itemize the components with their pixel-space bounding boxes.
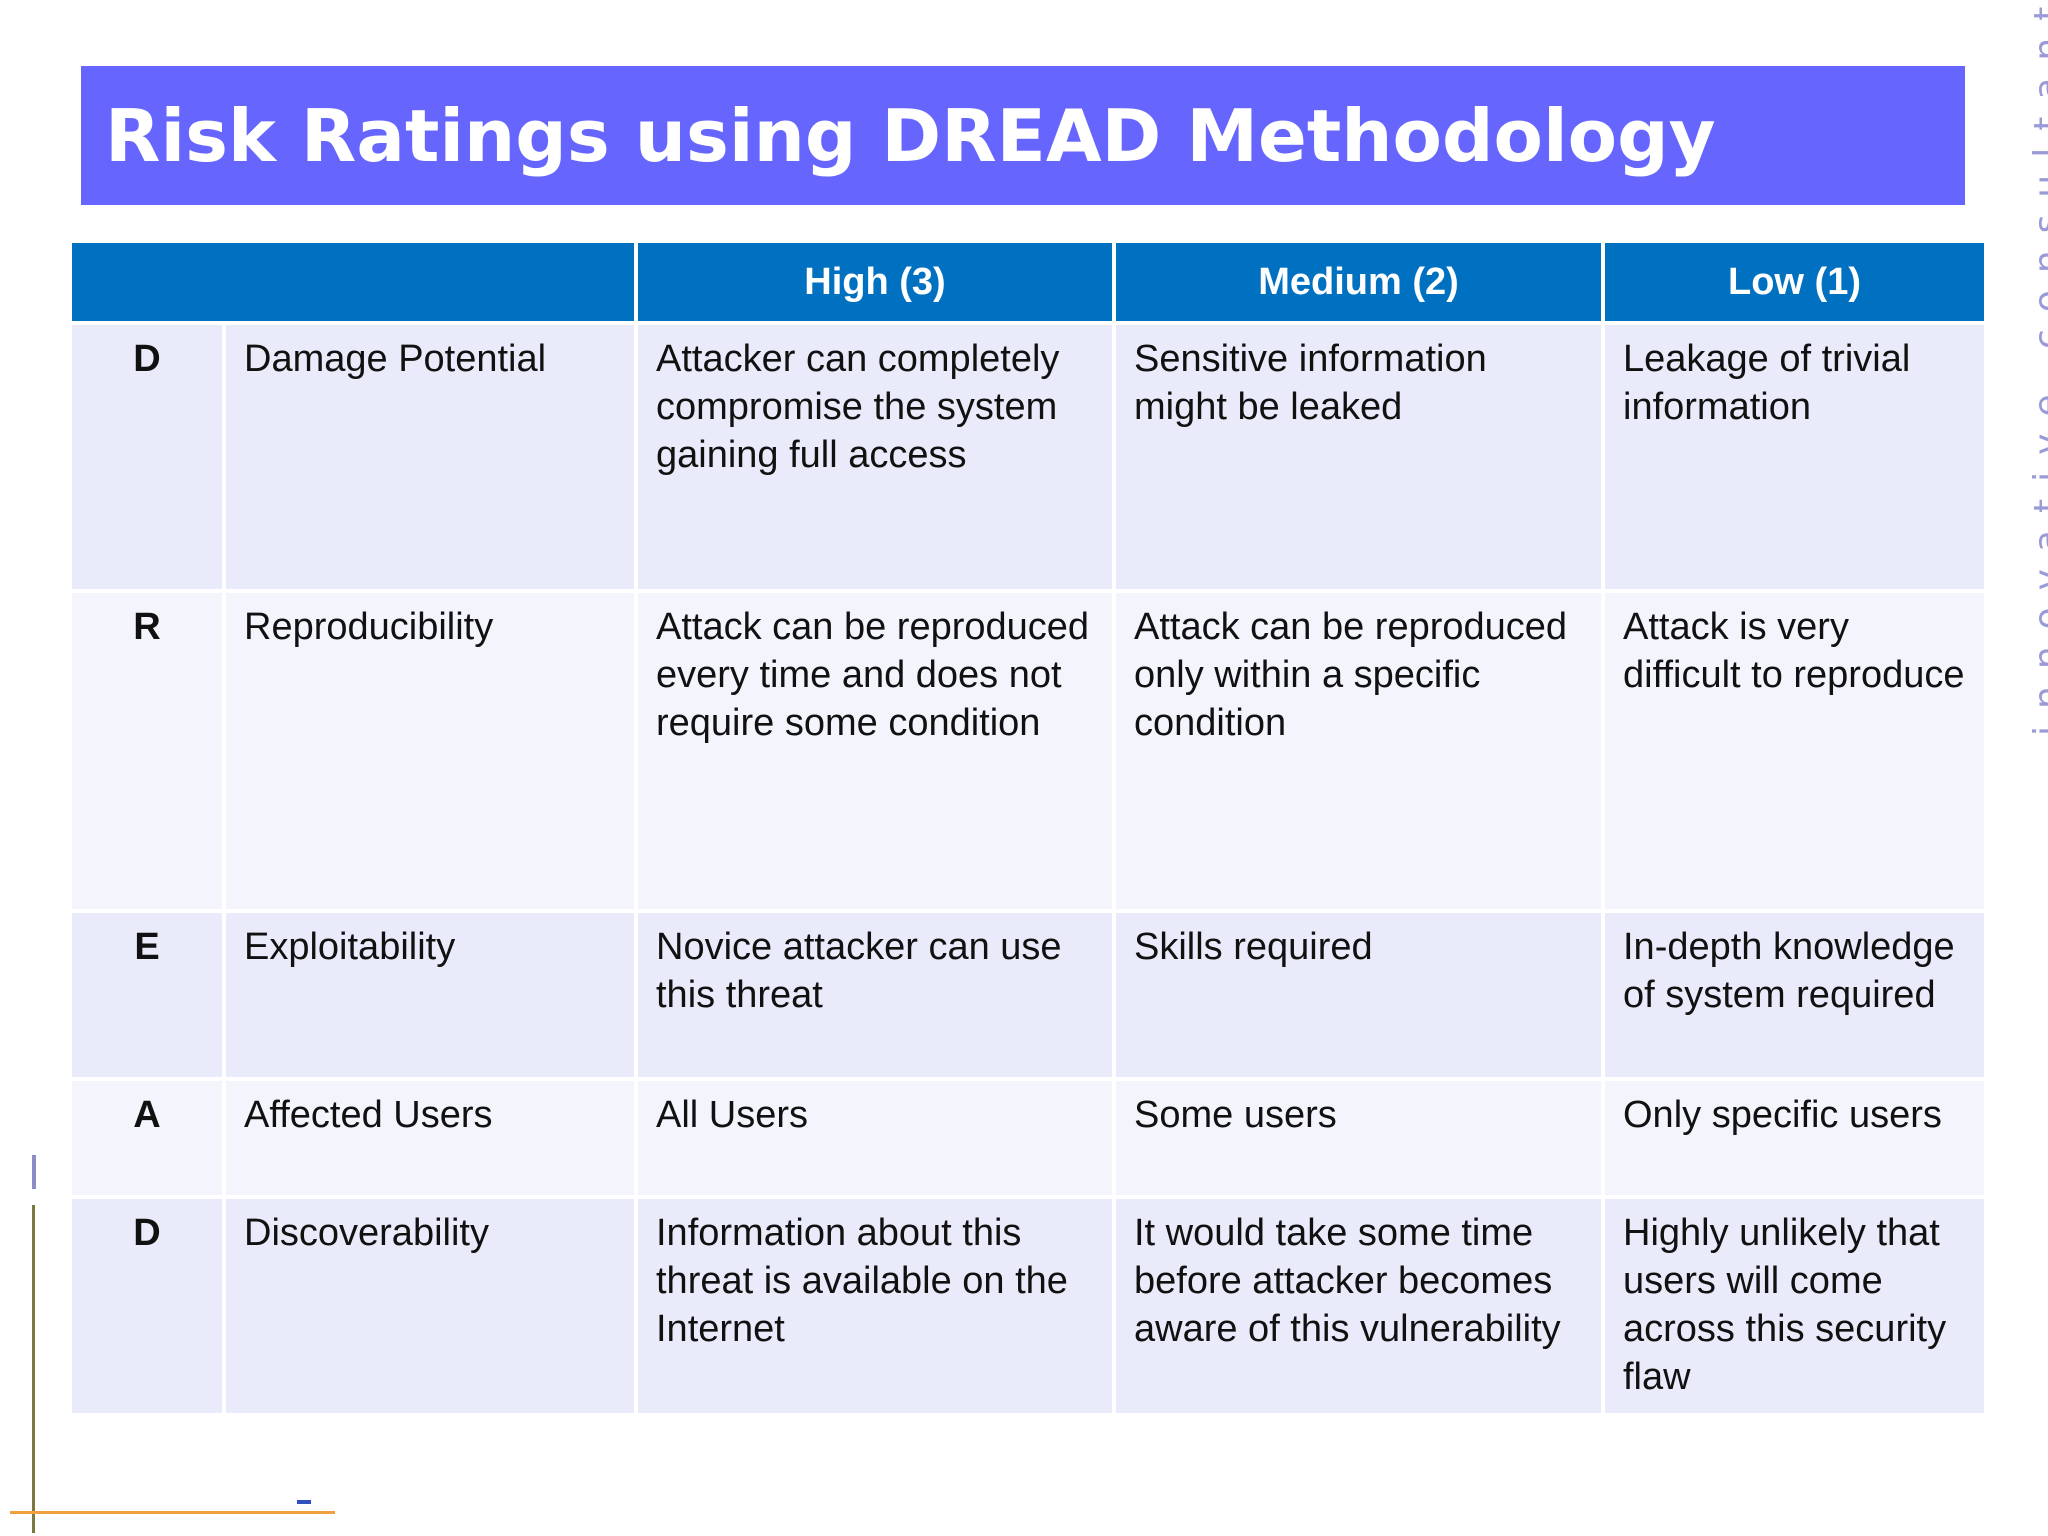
- decorative-vertical-line: [32, 1205, 35, 1533]
- table-row-discoverability: D Discoverability Information about this…: [72, 1199, 1984, 1413]
- cell-medium: Sensitive information might be leaked: [1116, 325, 1601, 589]
- table-header-row: High (3) Medium (2) Low (1): [72, 243, 1984, 321]
- cell-low: Attack is very difficult to reproduce: [1605, 593, 1984, 909]
- table-row-reproducibility: R Reproducibility Attack can be reproduc…: [72, 593, 1984, 909]
- header-medium: Medium (2): [1116, 243, 1601, 321]
- cell-medium: Attack can be reproduced only within a s…: [1116, 593, 1601, 909]
- title-banner: Risk Ratings using DREAD Methodology: [81, 66, 1965, 205]
- cell-high: Information about this threat is availab…: [638, 1199, 1112, 1413]
- decorative-horizontal-line: [10, 1511, 335, 1514]
- row-category: Exploitability: [226, 913, 634, 1077]
- cell-low: Leakage of trivial information: [1605, 325, 1984, 589]
- cell-medium: It would take some time before attacker …: [1116, 1199, 1601, 1413]
- side-tagline: innovative consultants: [1985, 0, 2048, 750]
- slide-title: Risk Ratings using DREAD Methodology: [105, 93, 1716, 178]
- table-row-affected-users: A Affected Users All Users Some users On…: [72, 1081, 1984, 1195]
- cell-high: Attacker can completely compromise the s…: [638, 325, 1112, 589]
- row-letter: D: [72, 1199, 222, 1413]
- side-tagline-text: innovative consultants: [2027, 0, 2048, 736]
- cell-low: Highly unlikely that users will come acr…: [1605, 1199, 1984, 1413]
- cell-medium: Skills required: [1116, 913, 1601, 1077]
- table-row-exploitability: E Exploitability Novice attacker can use…: [72, 913, 1984, 1077]
- table-row-damage: D Damage Potential Attacker can complete…: [72, 325, 1984, 589]
- row-category: Damage Potential: [226, 325, 634, 589]
- row-category: Discoverability: [226, 1199, 634, 1413]
- row-letter: E: [72, 913, 222, 1077]
- row-letter: A: [72, 1081, 222, 1195]
- dread-risk-table: High (3) Medium (2) Low (1) D Damage Pot…: [68, 239, 1988, 1417]
- cell-low: Only specific users: [1605, 1081, 1984, 1195]
- cell-high: Novice attacker can use this threat: [638, 913, 1112, 1077]
- decorative-accent-line: [32, 1155, 36, 1189]
- header-low: Low (1): [1605, 243, 1984, 321]
- row-letter: D: [72, 325, 222, 589]
- row-category: Affected Users: [226, 1081, 634, 1195]
- cell-low: In-depth knowledge of system required: [1605, 913, 1984, 1077]
- decorative-mark: [297, 1500, 311, 1504]
- cell-high: All Users: [638, 1081, 1112, 1195]
- row-category: Reproducibility: [226, 593, 634, 909]
- row-letter: R: [72, 593, 222, 909]
- cell-medium: Some users: [1116, 1081, 1601, 1195]
- cell-high: Attack can be reproduced every time and …: [638, 593, 1112, 909]
- header-corner: [72, 243, 634, 321]
- header-high: High (3): [638, 243, 1112, 321]
